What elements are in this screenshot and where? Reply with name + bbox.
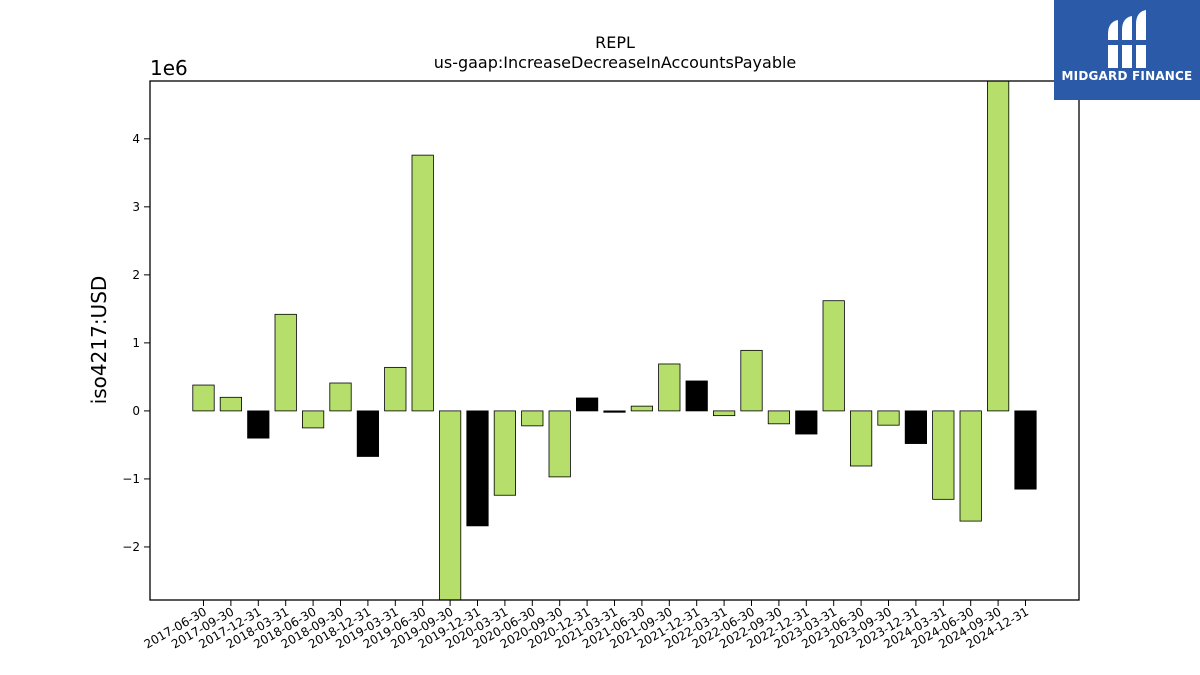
logo-text: MIDGARD FINANCE bbox=[1061, 69, 1193, 83]
bar-2018-06-30 bbox=[301, 410, 325, 429]
bar-2019-03-31 bbox=[384, 366, 407, 412]
bar-2017-09-30 bbox=[219, 396, 242, 412]
bar-2023-09-30 bbox=[877, 410, 900, 426]
bar-2021-12-31 bbox=[685, 380, 708, 412]
bar-2020-03-31 bbox=[493, 410, 517, 496]
bar-2024-03-31 bbox=[932, 410, 955, 500]
bar-2022-03-31 bbox=[713, 410, 736, 417]
bar-2023-12-31 bbox=[904, 410, 928, 444]
bar-2024-09-30 bbox=[987, 80, 1010, 412]
bar-2019-06-30 bbox=[411, 154, 434, 412]
bar-2022-09-30 bbox=[767, 410, 791, 425]
chart-title: REPL bbox=[595, 33, 635, 52]
x-axis: 2017-06-302017-09-302017-12-312018-03-31… bbox=[142, 600, 1031, 651]
bar-2022-06-30 bbox=[740, 349, 763, 412]
bar-2019-12-31 bbox=[466, 410, 489, 527]
midgard-logo-icon bbox=[1108, 10, 1146, 68]
bar-2022-12-31 bbox=[795, 410, 818, 435]
bar-2019-09-30 bbox=[438, 410, 462, 601]
y-tick-label: 2 bbox=[132, 268, 140, 282]
midgard-logo: MIDGARD FINANCE bbox=[1054, 0, 1200, 100]
bar-2017-12-31 bbox=[247, 410, 270, 439]
y-tick-label: 4 bbox=[132, 132, 140, 146]
y-tick-label: 3 bbox=[132, 200, 140, 214]
bar-2020-09-30 bbox=[548, 410, 571, 478]
bar-2017-06-30 bbox=[192, 384, 215, 412]
bar-2023-06-30 bbox=[850, 410, 873, 467]
bar-2024-06-30 bbox=[959, 410, 982, 522]
y-axis-label: iso4217:USD bbox=[87, 276, 111, 405]
y-tick-label: 0 bbox=[132, 404, 140, 418]
bar-2021-09-30 bbox=[658, 363, 681, 412]
y-tick-label: 1 bbox=[132, 336, 140, 350]
bar-2021-03-31 bbox=[603, 410, 626, 413]
bar-2020-12-31 bbox=[576, 397, 599, 412]
bar-2023-03-31 bbox=[822, 300, 845, 412]
bar-2018-12-31 bbox=[356, 410, 380, 457]
y-axis: −2 −1 0 1 2 3 4 bbox=[122, 132, 150, 554]
bar-2024-12-31 bbox=[1014, 410, 1037, 490]
bar-2021-06-30 bbox=[630, 405, 654, 412]
y-tick-label: −2 bbox=[122, 540, 140, 554]
bar-2018-03-31 bbox=[274, 313, 297, 412]
y-tick-label: −1 bbox=[122, 472, 140, 486]
chart-subtitle: us-gaap:IncreaseDecreaseInAccountsPayabl… bbox=[434, 53, 797, 72]
bar-2018-09-30 bbox=[329, 382, 352, 412]
y-offset-label: 1e6 bbox=[150, 56, 188, 80]
bars bbox=[192, 80, 1037, 601]
bar-2020-06-30 bbox=[521, 410, 544, 427]
